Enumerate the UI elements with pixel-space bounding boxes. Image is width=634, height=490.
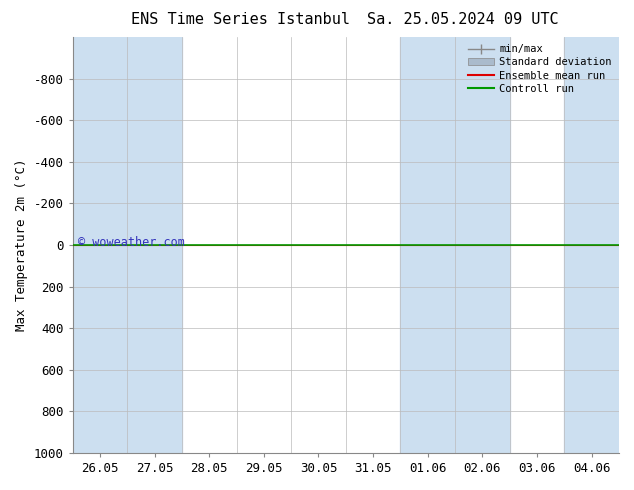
Bar [455, 37, 510, 453]
Y-axis label: Max Temperature 2m (°C): Max Temperature 2m (°C) [15, 159, 28, 331]
Legend: min/max, Standard deviation, Ensemble mean run, Controll run: min/max, Standard deviation, Ensemble me… [466, 42, 614, 96]
Bar [401, 37, 455, 453]
Bar [72, 37, 127, 453]
Text: ENS Time Series Istanbul: ENS Time Series Istanbul [131, 12, 351, 27]
Text: Sa. 25.05.2024 09 UTC: Sa. 25.05.2024 09 UTC [367, 12, 559, 27]
Bar [127, 37, 182, 453]
Text: © woweather.com: © woweather.com [78, 237, 185, 249]
Bar [564, 37, 619, 453]
